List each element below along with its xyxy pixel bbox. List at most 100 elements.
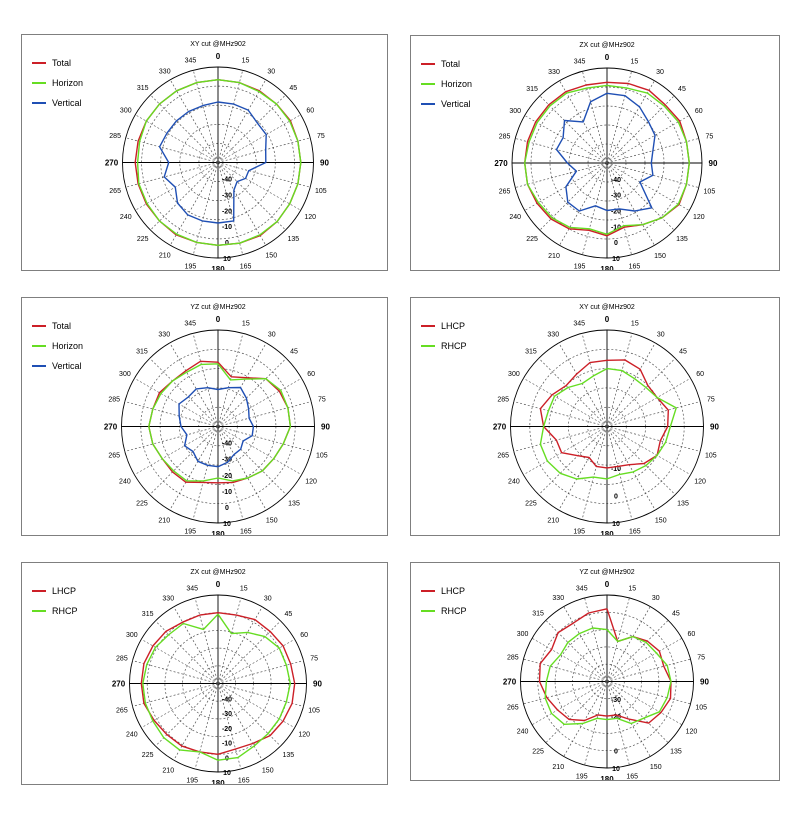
grid-spoke bbox=[155, 683, 219, 747]
grid-spoke bbox=[606, 162, 690, 211]
angle-tick-label: 265 bbox=[108, 452, 120, 459]
grid-spoke bbox=[531, 637, 608, 682]
polar-chart-xy-total: XY cut @MHz902 0 15 30 45 60 75 90 105 120 135 150 1… bbox=[21, 34, 388, 271]
angle-tick-label: 0 bbox=[216, 580, 221, 589]
angle-tick-label: 135 bbox=[283, 752, 295, 759]
angle-tick-label: 225 bbox=[532, 748, 544, 755]
radial-tick-label: -10 bbox=[611, 466, 621, 473]
grid-spoke bbox=[606, 681, 651, 757]
radial-tick-label: -30 bbox=[611, 193, 621, 200]
grid-spoke bbox=[539, 162, 608, 231]
grid-spoke bbox=[124, 426, 219, 452]
angle-tick-label: 180 bbox=[600, 775, 614, 780]
grid-spoke bbox=[584, 597, 608, 682]
grid-spoke bbox=[606, 620, 669, 682]
grid-spoke bbox=[217, 94, 286, 163]
angle-tick-label: 120 bbox=[298, 731, 310, 738]
angle-tick-label: 75 bbox=[707, 397, 715, 404]
angle-tick-label: 60 bbox=[696, 371, 704, 378]
angle-tick-label: 45 bbox=[290, 348, 298, 355]
grid-spoke bbox=[217, 377, 302, 427]
radial-tick-label: -20 bbox=[222, 473, 232, 480]
grid-spoke bbox=[217, 683, 304, 707]
legend-label: Horizon bbox=[52, 341, 83, 351]
grid-spoke bbox=[606, 333, 633, 427]
legend-label: Vertical bbox=[441, 99, 471, 109]
angle-tick-label: 180 bbox=[211, 530, 225, 535]
angle-tick-label: 120 bbox=[694, 478, 706, 485]
angle-tick-label: 135 bbox=[288, 501, 300, 508]
grid-spoke bbox=[135, 162, 219, 211]
grid-spoke bbox=[563, 606, 608, 682]
angle-tick-label: 0 bbox=[605, 53, 610, 62]
radial-tick-label: 10 bbox=[612, 766, 620, 773]
angle-tick-label: 300 bbox=[509, 108, 521, 115]
radial-tick-label: -40 bbox=[222, 176, 232, 183]
angle-tick-label: 345 bbox=[184, 321, 196, 328]
grid-spoke bbox=[173, 683, 219, 761]
radial-tick-label: -10 bbox=[611, 224, 621, 231]
angle-tick-label: 225 bbox=[137, 236, 149, 243]
angle-tick-label: 265 bbox=[116, 707, 128, 714]
series-line-vertical bbox=[178, 386, 255, 468]
grid-spoke bbox=[169, 342, 219, 427]
angle-tick-label: 30 bbox=[656, 69, 664, 76]
grid-spoke bbox=[217, 597, 242, 684]
angle-tick-label: 195 bbox=[573, 528, 585, 535]
chart-svg: ZX cut @MHz902 0 15 30 45 60 75 90 105 120 135 150 1… bbox=[32, 569, 322, 784]
grid-spoke bbox=[558, 342, 608, 427]
grid-spoke bbox=[217, 683, 242, 770]
grid-spoke bbox=[606, 377, 691, 427]
angle-tick-label: 165 bbox=[240, 263, 252, 270]
angle-tick-label: 265 bbox=[109, 188, 121, 195]
grid-spoke bbox=[217, 79, 267, 163]
angle-tick-label: 90 bbox=[709, 159, 718, 168]
chart-title: ZX cut @MHz902 bbox=[190, 569, 245, 576]
angle-tick-label: 225 bbox=[142, 752, 154, 759]
grid-spoke bbox=[531, 681, 608, 726]
polar-chart-yz-cp: YZ cut @MHz902 0 15 30 45 60 75 90 105 120 135 150 1… bbox=[410, 562, 780, 781]
radial-tick-label: -10 bbox=[222, 741, 232, 748]
angle-tick-label: 0 bbox=[605, 580, 610, 589]
angle-tick-label: 165 bbox=[240, 528, 252, 535]
polar-chart-zx-total: ZX cut @MHz902 0 15 30 45 60 75 90 105 120 135 150 1… bbox=[410, 35, 780, 271]
series-line-lhcp bbox=[538, 608, 672, 724]
angle-tick-label: 300 bbox=[120, 107, 132, 114]
angle-tick-label: 270 bbox=[494, 159, 508, 168]
angle-tick-label: 135 bbox=[676, 236, 688, 243]
grid-spoke bbox=[523, 681, 608, 705]
angle-tick-label: 45 bbox=[678, 86, 686, 93]
grid-spoke bbox=[149, 426, 219, 495]
angle-tick-label: 270 bbox=[105, 159, 119, 168]
angle-tick-label: 270 bbox=[493, 423, 507, 432]
angle-tick-label: 45 bbox=[672, 611, 680, 618]
grid-spoke bbox=[606, 358, 676, 427]
angle-tick-label: 165 bbox=[238, 778, 250, 784]
angle-tick-label: 75 bbox=[318, 397, 326, 404]
angle-tick-label: 270 bbox=[112, 680, 126, 689]
angle-tick-label: 240 bbox=[508, 478, 520, 485]
angle-tick-label: 330 bbox=[547, 331, 559, 338]
grid-spoke bbox=[194, 683, 219, 770]
grid-spoke bbox=[217, 342, 267, 427]
grid-spoke bbox=[134, 426, 219, 476]
angle-tick-label: 195 bbox=[185, 263, 197, 270]
grid-spoke bbox=[124, 401, 219, 427]
angle-tick-label: 345 bbox=[185, 58, 197, 65]
radial-tick-label: -10 bbox=[222, 224, 232, 231]
radial-tick-label: -20 bbox=[611, 209, 621, 216]
angle-tick-label: 195 bbox=[576, 774, 588, 780]
radial-tick-label: -30 bbox=[222, 192, 232, 199]
series-line-rhcp bbox=[142, 613, 291, 761]
radial-tick-label: 0 bbox=[614, 493, 618, 500]
grid-spoke bbox=[538, 358, 608, 427]
radial-tick-label: 10 bbox=[612, 521, 620, 528]
grid-spoke bbox=[149, 358, 219, 427]
grid-spoke bbox=[606, 426, 676, 495]
series-line-total bbox=[523, 81, 690, 237]
legend-label: Vertical bbox=[52, 98, 82, 108]
angle-tick-label: 300 bbox=[508, 371, 520, 378]
grid-spoke bbox=[545, 620, 608, 682]
angle-tick-label: 210 bbox=[158, 518, 170, 525]
grid-spoke bbox=[523, 426, 608, 476]
